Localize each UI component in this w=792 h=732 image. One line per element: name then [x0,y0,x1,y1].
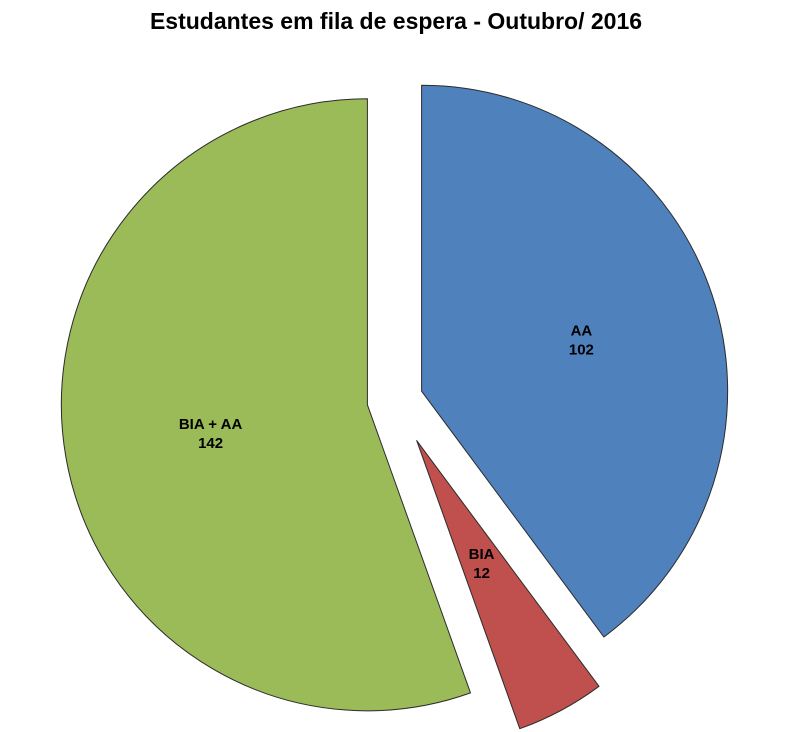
pie-label-aa: AA 102 [569,322,594,358]
pie-slice-bia [416,440,600,730]
pie-label-bia: BIA 12 [469,546,495,582]
pie-label-bia-aa: BIA + AA 142 [179,416,243,452]
pie-slice-aa [421,84,729,638]
pie-slice-bia-aa [60,98,471,712]
chart-title: Estudantes em fila de espera - Outubro/ … [149,8,643,34]
